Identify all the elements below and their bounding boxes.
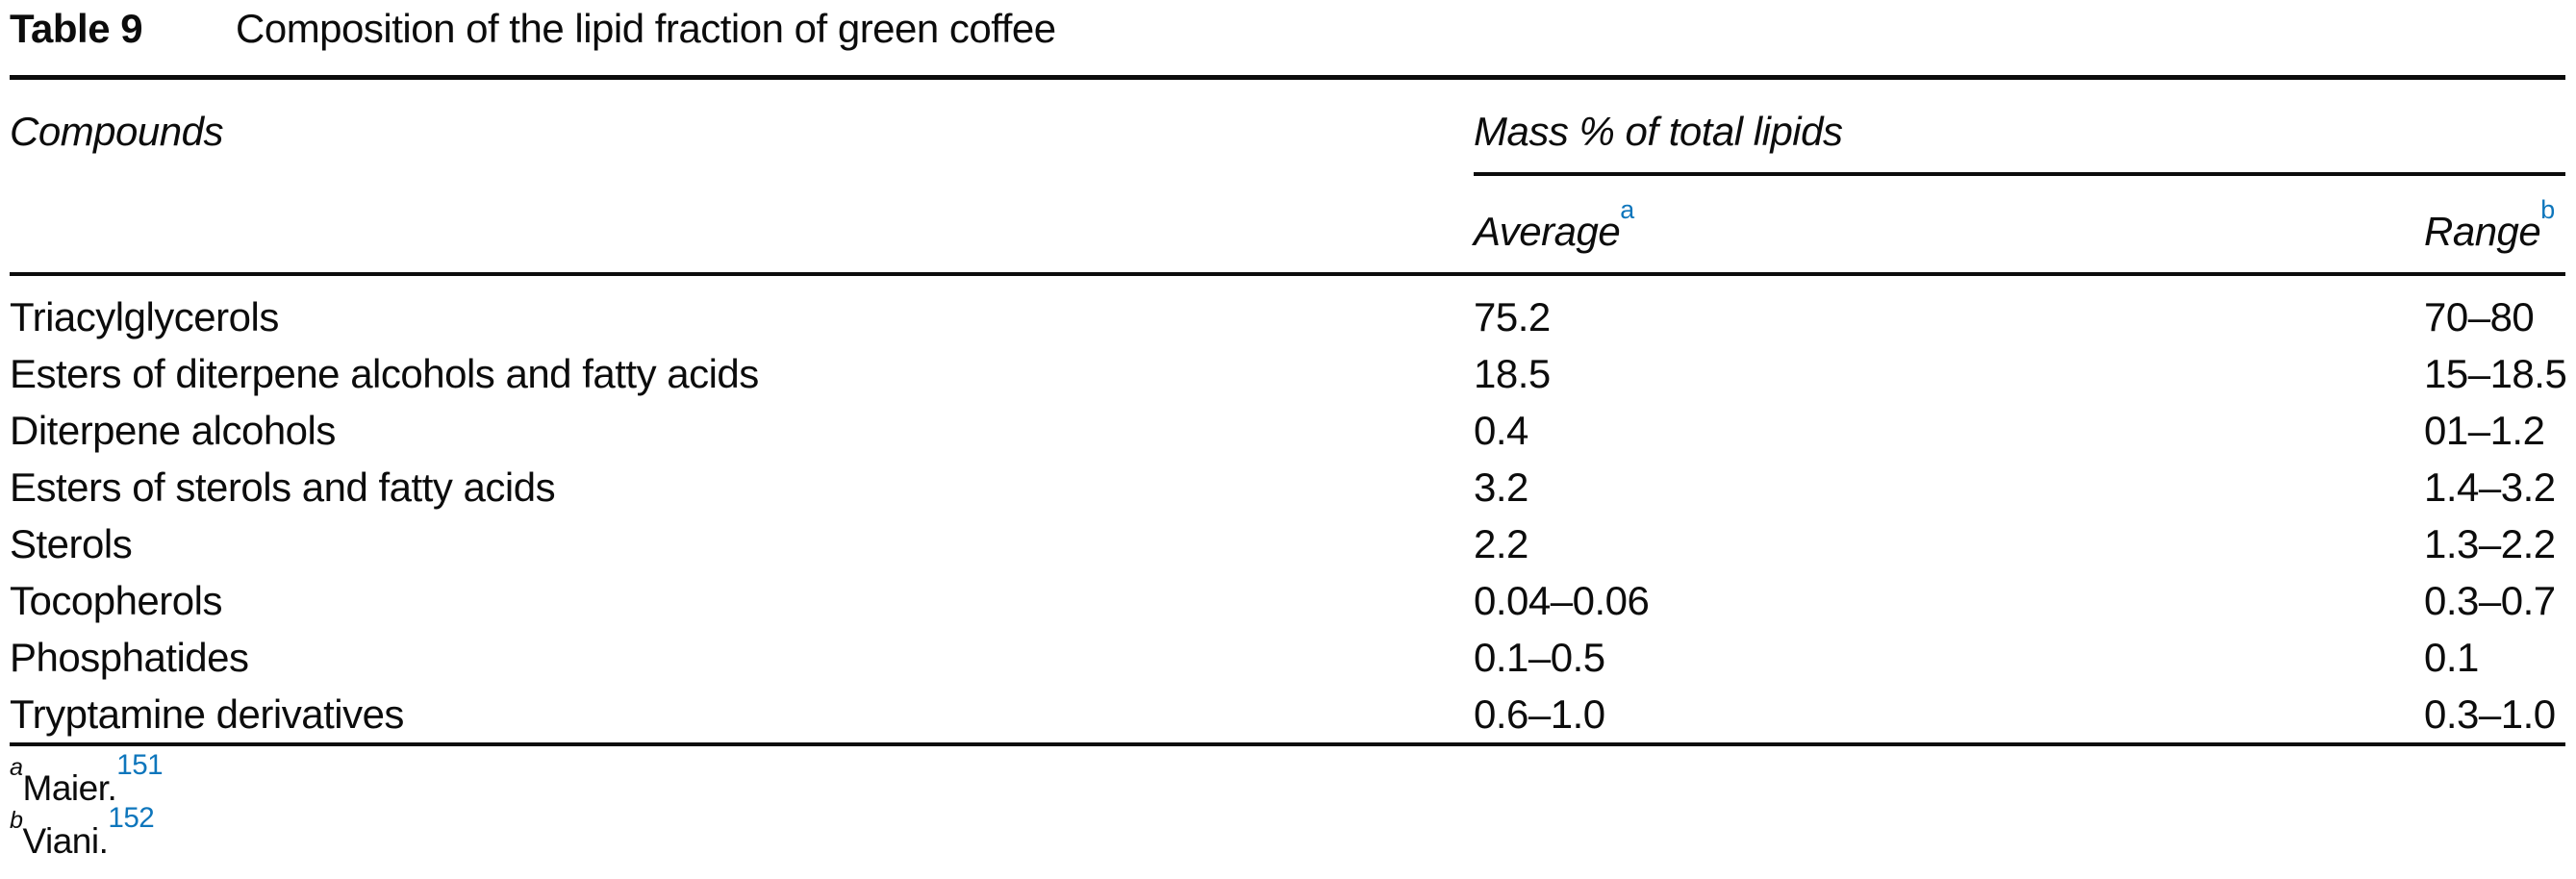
cell-average: 2.2 [1474,521,1528,566]
footnote-text: Maier. [22,768,117,808]
footnote-marker-a: a [10,754,23,782]
cell-average: 0.1–0.5 [1474,635,1605,680]
cell-range: 0.3–0.7 [2424,578,2556,623]
footnote-marker-b: b [10,807,23,835]
table-row: Esters of sterols and fatty acids 3.2 1.… [10,459,2565,515]
reference-link-151[interactable]: 151 [116,749,164,782]
table-body: Triacylglycerols 75.2 70–80 Esters of di… [10,276,2567,746]
table-row: Triacylglycerols 75.2 70–80 [10,289,2565,345]
cell-range: 15–18.5 [2424,351,2567,396]
sub-header-row: Averagea Rangeb [1474,176,2565,255]
column-header-average: Averagea [1474,194,1634,254]
cell-average: 75.2 [1474,294,1551,339]
column-header-compounds: Compounds [10,109,223,154]
cell-range: 0.3–1.0 [2424,691,2556,737]
cell-range: 0.1 [2424,635,2479,680]
table-row: Tocopherols 0.04–0.06 0.3–0.7 [10,572,2565,629]
cell-average: 3.2 [1474,465,1528,510]
table-row: Esters of diterpene alcohols and fatty a… [10,345,2567,402]
table-row: Tryptamine derivatives 0.6–1.0 0.3–1.0 [10,686,2565,742]
footnote-a: aMaier.151 [10,751,2565,815]
table-caption: Table 9 Composition of the lipid fraction… [10,0,2565,80]
table-footnotes: aMaier.151 bViani.152 [10,746,2565,867]
header-group-section: Mass % of total lipids Averagea Rangeb [1474,80,2565,272]
cell-compound: Tocopherols [10,578,222,623]
cell-average: 0.4 [1474,408,1528,453]
column-header-range: Rangeb [2424,194,2555,254]
table-title: Composition of the lipid fraction of gre… [236,6,1056,51]
cell-compound: Esters of sterols and fatty acids [10,465,556,510]
cell-range: 1.3–2.2 [2424,521,2556,566]
cell-compound: Phosphatides [10,635,249,680]
footnote-text: Viani. [22,821,109,861]
table-header: Compounds Mass % of total lipids Average… [10,80,2565,276]
cell-average: 0.04–0.06 [1474,578,1650,623]
cell-range: 1.4–3.2 [2424,465,2556,510]
table-row: Phosphatides 0.1–0.5 0.1 [10,629,2565,686]
footnote-link-a[interactable]: a [1620,194,1634,224]
cell-compound: Diterpene alcohols [10,408,336,453]
footnote-link-b[interactable]: b [2540,194,2555,224]
cell-range: 01–1.2 [2424,408,2545,453]
column-group-header-mass-percent: Mass % of total lipids [1474,80,2565,176]
footnote-b: bViani.152 [10,804,2565,867]
cell-compound: Esters of diterpene alcohols and fatty a… [10,351,759,396]
table-row: Diterpene alcohols 0.4 01–1.2 [10,402,2565,459]
cell-compound: Tryptamine derivatives [10,691,404,737]
cell-compound: Triacylglycerols [10,294,279,339]
table-row: Sterols 2.2 1.3–2.2 [10,515,2565,572]
table-number: Table 9 [10,6,143,51]
cell-compound: Sterols [10,521,133,566]
cell-range: 70–80 [2424,294,2535,339]
cell-average: 0.6–1.0 [1474,691,1605,737]
cell-average: 18.5 [1474,351,1551,396]
reference-link-152[interactable]: 152 [108,802,155,835]
